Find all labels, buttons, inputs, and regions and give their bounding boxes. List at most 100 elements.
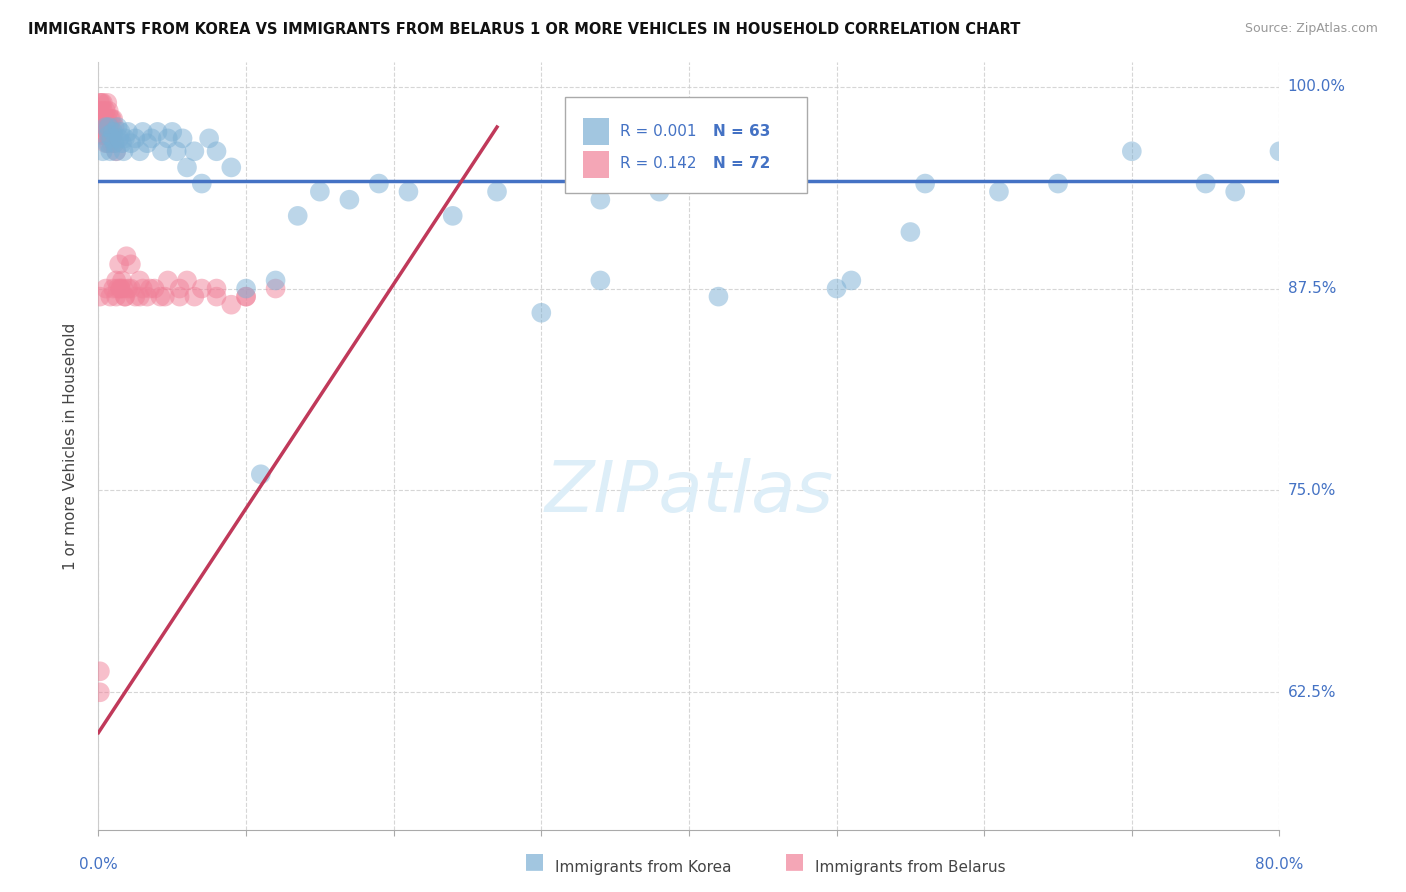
Point: [120, 257, 142, 271]
Text: R = 0.142: R = 0.142: [620, 156, 697, 171]
Point: [1225, 185, 1247, 199]
Point: [120, 281, 142, 295]
Point: [132, 125, 155, 139]
Point: [94, 103, 117, 118]
Point: [103, 125, 125, 139]
Point: [114, 290, 136, 304]
Point: [169, 290, 191, 304]
Point: [97, 136, 120, 151]
Point: [191, 281, 214, 295]
Point: [89, 665, 111, 679]
Point: [110, 281, 132, 295]
Point: [108, 257, 131, 271]
Point: [94, 120, 117, 134]
Text: 0.0%: 0.0%: [79, 857, 118, 872]
Text: Immigrants from Belarus: Immigrants from Belarus: [815, 860, 1007, 874]
Point: [96, 112, 118, 126]
Point: [96, 128, 118, 142]
Point: [97, 120, 120, 134]
Point: [589, 193, 612, 207]
FancyBboxPatch shape: [565, 97, 807, 193]
Point: [162, 125, 183, 139]
Point: [156, 131, 179, 145]
Point: [205, 145, 228, 159]
Point: [128, 273, 150, 287]
Point: [205, 281, 228, 295]
Point: [914, 177, 936, 191]
Text: 80.0%: 80.0%: [1256, 857, 1303, 872]
Point: [100, 136, 122, 151]
Point: [141, 131, 163, 145]
Point: [1268, 145, 1291, 159]
Point: [1121, 145, 1143, 159]
Point: [112, 145, 135, 159]
Point: [156, 273, 179, 287]
Point: [1195, 177, 1218, 191]
Point: [94, 136, 117, 151]
Point: [136, 290, 159, 304]
Text: ■: ■: [524, 851, 544, 871]
Point: [114, 131, 136, 145]
Point: [103, 281, 125, 295]
Point: [128, 290, 150, 304]
Point: [183, 290, 205, 304]
Point: [100, 131, 122, 145]
Point: [124, 290, 146, 304]
Text: Immigrants from Korea: Immigrants from Korea: [555, 860, 733, 874]
Point: [264, 281, 287, 295]
Point: [112, 281, 135, 295]
Point: [115, 249, 138, 263]
Point: [107, 120, 129, 134]
Text: ■: ■: [785, 851, 804, 871]
Text: N = 72: N = 72: [713, 156, 770, 171]
Point: [117, 281, 139, 295]
Point: [900, 225, 922, 239]
Point: [235, 290, 257, 304]
Point: [309, 185, 332, 199]
Point: [94, 281, 117, 295]
Point: [183, 145, 205, 159]
Point: [117, 125, 139, 139]
Point: [132, 281, 155, 295]
Point: [398, 185, 420, 199]
Point: [111, 273, 134, 287]
Point: [143, 281, 166, 295]
Point: [98, 145, 121, 159]
Point: [825, 281, 848, 295]
Point: [1298, 286, 1320, 301]
Point: [841, 273, 863, 287]
Point: [90, 95, 112, 110]
Text: 100.0%: 100.0%: [1288, 79, 1346, 95]
Point: [97, 103, 120, 118]
Point: [89, 95, 111, 110]
Text: 62.5%: 62.5%: [1288, 685, 1336, 700]
Point: [988, 185, 1011, 199]
Point: [169, 281, 191, 295]
Point: [108, 131, 131, 145]
Point: [124, 131, 146, 145]
Text: R = 0.001: R = 0.001: [620, 124, 697, 139]
Point: [1284, 177, 1306, 191]
Text: 75.0%: 75.0%: [1288, 483, 1336, 498]
Point: [172, 131, 194, 145]
Point: [250, 467, 273, 482]
Point: [766, 177, 789, 191]
Point: [104, 136, 127, 151]
Point: [103, 128, 125, 142]
Point: [235, 290, 257, 304]
Point: [107, 281, 129, 295]
Point: [589, 273, 612, 287]
Point: [96, 136, 118, 151]
Point: [368, 177, 391, 191]
Point: [89, 120, 111, 134]
Point: [221, 298, 243, 312]
Point: [441, 209, 464, 223]
Text: 87.5%: 87.5%: [1288, 281, 1336, 296]
Point: [1046, 177, 1070, 191]
Point: [339, 193, 361, 207]
Text: N = 63: N = 63: [713, 124, 770, 139]
Text: IMMIGRANTS FROM KOREA VS IMMIGRANTS FROM BELARUS 1 OR MORE VEHICLES IN HOUSEHOLD: IMMIGRANTS FROM KOREA VS IMMIGRANTS FROM…: [28, 22, 1021, 37]
Point: [198, 131, 221, 145]
Point: [111, 136, 134, 151]
Point: [93, 112, 115, 126]
